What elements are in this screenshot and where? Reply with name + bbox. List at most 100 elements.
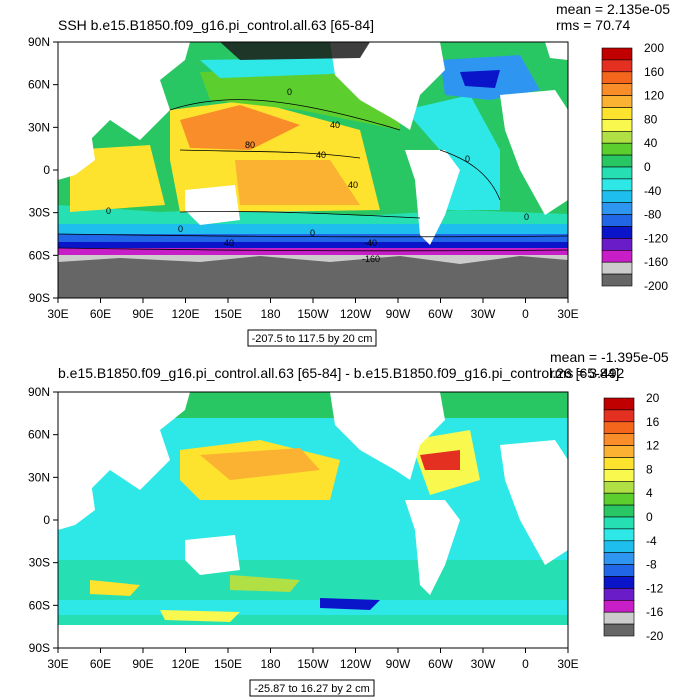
ssh-colorbar-label-10: -200 <box>644 279 668 293</box>
panel-ssh-title: SSH b.e15.B1850.f09_g16.pi_control.all.6… <box>58 17 374 33</box>
ssh-colorbar-swatch-19 <box>601 273 633 287</box>
diff-colorbar-label-9: -16 <box>646 605 664 619</box>
ssh-colorbar-swatch-0 <box>601 47 633 61</box>
diff-colorbar-swatch-7 <box>603 480 635 494</box>
ssh-band-south-1 <box>58 222 568 234</box>
ssh-colorbar-swatch-18 <box>601 261 633 275</box>
contour-label-3: 40 <box>316 150 326 160</box>
ssh-colorbar-swatch-12 <box>601 190 633 204</box>
diff-ytick-label-4: 30S <box>29 556 50 570</box>
ssh-indian-warm <box>70 145 165 212</box>
diff-colorbar-swatch-6 <box>603 469 635 482</box>
diff-colorbar-label-2: 12 <box>646 439 660 453</box>
ssh-ytick-label-2: 30N <box>28 120 50 134</box>
diff-xtick-label-2: 90E <box>132 657 153 671</box>
contour-label-8: -40 <box>364 238 377 248</box>
ssh-colorbar-swatch-2 <box>601 71 633 85</box>
diff-land-north-america <box>330 392 445 480</box>
diff-colorbar-label-3: 8 <box>646 462 653 476</box>
diff-gulfstream-peak <box>420 450 460 470</box>
panel-diff-range-box <box>249 679 375 697</box>
land-north-america <box>330 42 445 130</box>
panel-diff-title: b.e15.B1850.f09_g16.pi_control.all.63 [6… <box>58 365 619 381</box>
diff-colorbar-label-5: 0 <box>646 510 653 524</box>
diff-xtick-label-7: 120W <box>340 657 372 671</box>
diff-colorbar-swatch-1 <box>603 409 635 423</box>
ssh-colorbar-swatch-10 <box>601 166 633 180</box>
ssh-colorbar-swatch-4 <box>601 95 633 108</box>
diff-xtick-label-10: 30W <box>471 657 496 671</box>
land <box>58 42 568 245</box>
ssh-ytick-label-1: 60N <box>28 78 50 92</box>
land-australia <box>185 185 240 225</box>
diff-colorbar-swatch-0 <box>603 397 635 411</box>
ssh-south-pacific-high <box>235 160 360 205</box>
ssh-xtick-label-9: 60W <box>428 307 453 321</box>
ssh-xtick-label-12: 30E <box>557 307 578 321</box>
contour-label-7: 0 <box>465 154 470 164</box>
ssh-ytick-label-5: 60S <box>29 248 50 262</box>
diff-xtick-label-0: 30E <box>47 657 68 671</box>
diff-colorbar-swatch-19 <box>603 623 635 637</box>
diff-colorbar-swatch-8 <box>603 492 635 506</box>
diff-xtick-label-12: 30E <box>557 657 578 671</box>
contour-labels: 0 40 80 40 0 0 40 0 -40 -160 40 0 0 <box>106 87 529 264</box>
diff-colorbar-label-10: -20 <box>646 629 664 643</box>
diff-xtick-label-9: 60W <box>428 657 453 671</box>
diff-ytick-label-3: 0 <box>43 513 50 527</box>
ssh-colorbar-label-3: 80 <box>644 112 658 126</box>
ssh-colorbar-swatch-8 <box>601 142 633 156</box>
land-asia <box>58 42 190 140</box>
contour-line-2 <box>179 211 421 219</box>
ssh-ytick-label-4: 30S <box>29 206 50 220</box>
contour-label-5: 0 <box>310 228 315 238</box>
land-africa-east <box>58 125 95 180</box>
ssh-colorbar-swatch-14 <box>601 214 633 227</box>
diff-land-asia <box>58 392 190 490</box>
ssh-colorbar-swatch-17 <box>601 250 633 263</box>
panel-ssh-mean: mean = 2.135e-05 <box>556 1 670 17</box>
ssh-colorbar-swatch-16 <box>601 238 633 251</box>
diff-south-warm-3 <box>160 610 240 622</box>
ssh-colorbar-swatch-1 <box>601 59 633 73</box>
contour-label-10: 40 <box>348 180 358 190</box>
ssh-colorbar-label-0: 200 <box>644 41 664 55</box>
panel-ssh: SSH b.e15.B1850.f09_g16.pi_control.all.6… <box>28 1 670 347</box>
ssh-xtick-label-5: 180 <box>260 307 280 321</box>
ssh-band-south-6 <box>58 256 568 298</box>
diff-xtick-label-11: 0 <box>522 657 529 671</box>
diff-south-warm-2 <box>230 575 300 592</box>
diff-colorbar-swatch-2 <box>603 421 635 434</box>
arctic-contours <box>220 42 370 60</box>
panel-diff-mean: mean = -1.395e-05 <box>550 349 669 365</box>
ssh-xtick-label-2: 90E <box>132 307 153 321</box>
diff-xtick-label-5: 180 <box>260 657 280 671</box>
panel-ssh-rms: rms = 70.74 <box>556 17 631 33</box>
diff-south-band <box>58 560 568 600</box>
diff-xtick-label-1: 60E <box>90 657 111 671</box>
panel-ssh-map: 0 40 80 40 0 0 40 0 -40 -160 40 0 0 <box>58 42 568 298</box>
land-south-america <box>405 150 460 245</box>
contour-label-4: 0 <box>178 224 183 234</box>
diff-land-africa-east <box>58 475 95 530</box>
diff-colorbar-swatch-10 <box>603 516 635 530</box>
ssh-colorbar-swatch-5 <box>601 107 633 120</box>
ssh-colorbar-label-9: -160 <box>644 255 668 269</box>
diff-colorbar-label-8: -12 <box>646 581 664 595</box>
panel-ssh-range-box <box>247 329 377 347</box>
diff-colorbar-swatch-12 <box>603 540 635 553</box>
ssh-ytick-label-0: 90N <box>28 35 50 49</box>
contour-line-1 <box>179 149 361 159</box>
diff-land-africa-europe <box>500 440 568 565</box>
diff-xtick-label-6: 150W <box>297 657 329 671</box>
ssh-colorbar-label-2: 120 <box>644 89 664 103</box>
diff-ytick-label-6: 90S <box>29 641 50 655</box>
ssh-band-south-4 <box>58 248 568 255</box>
ssh-xtick-label-0: 30E <box>47 307 68 321</box>
panel-ssh-ticks: 30E 60E 90E 120E 150E 180 150W 120W 90W 60W 30W 0 30… <box>28 35 579 321</box>
ssh-colorbar-label-1: 160 <box>644 65 664 79</box>
ssh-colorbar-swatch-15 <box>601 226 633 239</box>
diff-south-cold <box>320 598 380 610</box>
diff-colorbar-swatch-9 <box>603 504 635 518</box>
diff-colorbar-label-1: 16 <box>646 415 660 429</box>
